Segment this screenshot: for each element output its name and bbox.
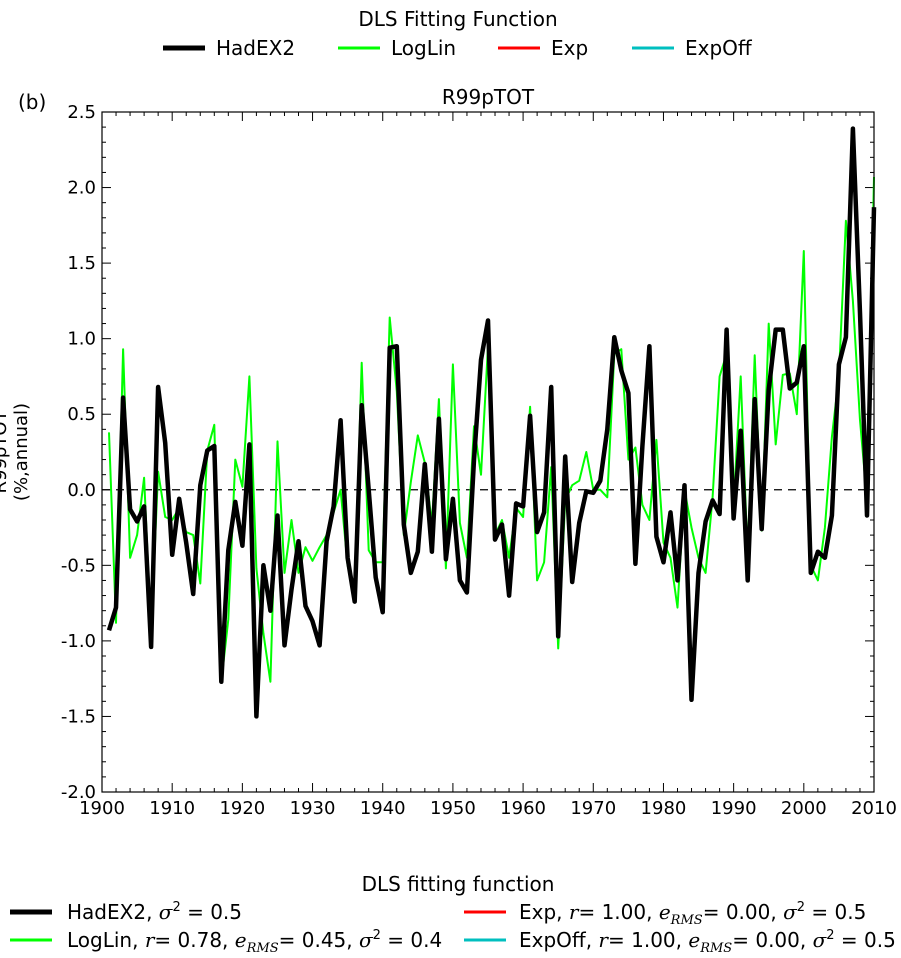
top-legend-label-hadex2: HadEX2 <box>216 36 295 60</box>
axis-tick-labels: 1900 1910 1920 1930 1940 1950 1960 1970 1980 1990… <box>61 102 897 819</box>
top-legend-label-expoff: ExpOff <box>685 36 753 60</box>
y-tick-label: 2.5 <box>67 102 96 123</box>
panel-label: (b) <box>18 90 46 114</box>
bottom-legend-entry-hadex2: HadEX2, σ2 = 0.5 <box>10 900 242 924</box>
y-axis-label: R99pTOT (%,annual) <box>0 403 32 501</box>
bottom-legend-label-exp: Exp, r= 1.00, eRMS= 0.00, σ2 = 0.5 <box>519 900 866 928</box>
bottom-legend-entry-expoff: ExpOff, r= 1.00, eRMS= 0.00, σ2 = 0.5 <box>464 928 896 956</box>
y-tick-label: -0.5 <box>61 555 96 576</box>
bottom-legend-title: DLS fitting function <box>362 872 555 896</box>
chart-title: R99pTOT <box>442 85 535 109</box>
plot-area: 1900 1910 1920 1930 1940 1950 1960 1970 1980 1990… <box>61 102 897 819</box>
x-tick-label: 2000 <box>781 798 827 819</box>
top-legend-label-loglin: LogLin <box>391 36 456 60</box>
x-tick-label: 1910 <box>149 798 195 819</box>
x-tick-label: 1990 <box>711 798 757 819</box>
top-legend-entry-hadex2: HadEX2 <box>163 36 295 60</box>
x-tick-label: 1980 <box>641 798 687 819</box>
bottom-legend-label-expoff: ExpOff, r= 1.00, eRMS= 0.00, σ2 = 0.5 <box>519 928 896 956</box>
y-tick-label: 0.5 <box>67 404 96 425</box>
bottom-legend-entry-loglin: LogLin, r= 0.78, eRMS= 0.45, σ2 = 0.4 <box>10 928 442 956</box>
y-tick-label: 0.0 <box>67 480 96 501</box>
x-tick-label: 2010 <box>851 798 897 819</box>
y-tick-label: -2.0 <box>61 782 96 803</box>
y-tick-label: 2.0 <box>67 178 96 199</box>
bottom-legend-entry-exp: Exp, r= 1.00, eRMS= 0.00, σ2 = 0.5 <box>464 900 866 928</box>
x-tick-label: 1930 <box>290 798 336 819</box>
top-legend-entry-expoff: ExpOff <box>632 36 753 60</box>
y-tick-label: -1.0 <box>61 631 96 652</box>
x-tick-label: 1950 <box>430 798 476 819</box>
bottom-legend: DLS fitting function HadEX2, σ2 = 0.5 Lo… <box>10 872 896 956</box>
y-tick-label: 1.0 <box>67 329 96 350</box>
axis-ticks <box>101 111 875 793</box>
bottom-legend-label-loglin: LogLin, r= 0.78, eRMS= 0.45, σ2 = 0.4 <box>67 928 442 956</box>
y-axis-label-line1: R99pTOT <box>0 410 11 494</box>
y-tick-label: 1.5 <box>67 253 96 274</box>
series-line-hadex2 <box>106 126 877 719</box>
top-legend-label-exp: Exp <box>551 36 588 60</box>
plot-frame <box>101 111 875 793</box>
top-legend-entry-loglin: LogLin <box>338 36 456 60</box>
y-tick-label: -1.5 <box>61 706 96 727</box>
top-legend-title: DLS Fitting Function <box>358 7 557 31</box>
top-legend: DLS Fitting Function HadEX2 LogLin Exp E… <box>163 7 753 60</box>
x-tick-label: 1920 <box>219 798 265 819</box>
y-axis-label-line2: (%,annual) <box>11 403 32 501</box>
x-tick-label: 1900 <box>79 798 125 819</box>
top-legend-entry-exp: Exp <box>498 36 588 60</box>
x-tick-label: 1940 <box>360 798 406 819</box>
x-tick-label: 1970 <box>570 798 616 819</box>
x-tick-label: 1960 <box>500 798 546 819</box>
series-layer <box>106 126 877 719</box>
bottom-legend-label-hadex2: HadEX2, σ2 = 0.5 <box>67 900 242 924</box>
